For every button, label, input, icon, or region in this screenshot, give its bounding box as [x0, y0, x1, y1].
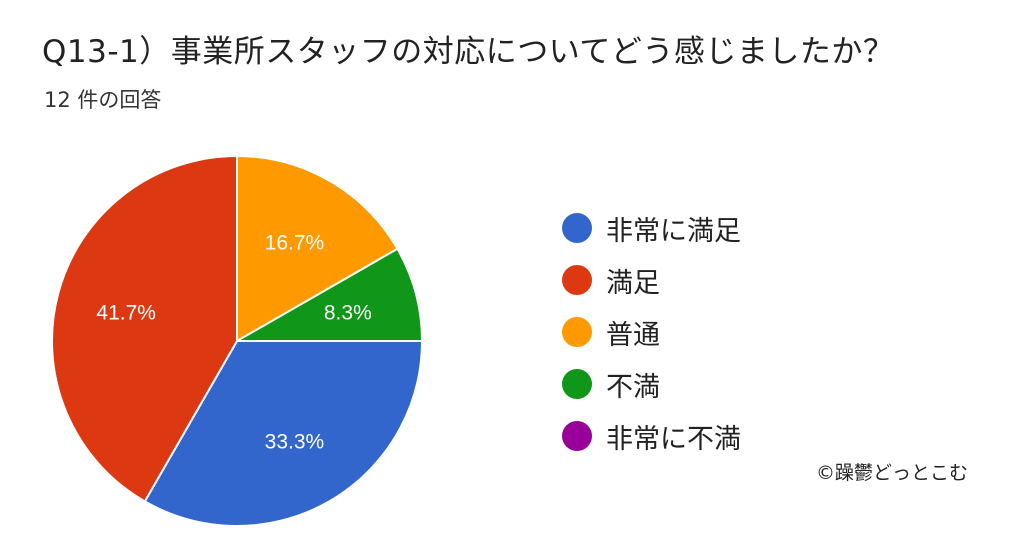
legend-label-5: 非常に不満 [606, 423, 741, 455]
legend-item-3: 普通 [562, 306, 741, 358]
legend-label-4: 不満 [606, 371, 660, 403]
chart-title: Q13-1）事業所スタッフの対応についてどう感じましたか？ [42, 34, 895, 70]
slice-label-2: 41.7% [96, 301, 156, 324]
legend-item-2: 満足 [562, 254, 741, 306]
pie-slice-2 [51, 154, 238, 503]
legend-swatch-2 [562, 265, 592, 295]
copyright-credit: ©躁鬱どっとこむ [815, 462, 968, 484]
legend-item-1: 非常に満足 [562, 202, 741, 254]
legend-swatch-5 [562, 421, 592, 451]
legend-swatch-4 [562, 369, 592, 399]
legend: 非常に満足満足普通不満非常に不満 [562, 202, 741, 462]
slice-label-1: 33.3% [265, 430, 325, 453]
response-count: 12 件の回答 [44, 88, 162, 112]
legend-label-2: 満足 [606, 267, 660, 299]
pie-slice-3 [236, 154, 399, 343]
legend-item-5: 非常に不満 [562, 410, 741, 462]
slice-label-3: 16.7% [265, 232, 325, 255]
legend-swatch-1 [562, 213, 592, 243]
legend-label-3: 普通 [606, 319, 660, 351]
legend-item-4: 不満 [562, 358, 741, 410]
slice-label-4: 8.3% [324, 301, 372, 324]
legend-label-1: 非常に満足 [606, 215, 741, 247]
legend-swatch-3 [562, 317, 592, 347]
pie-slice-1 [143, 340, 424, 527]
pie-slice-4 [233, 247, 424, 342]
